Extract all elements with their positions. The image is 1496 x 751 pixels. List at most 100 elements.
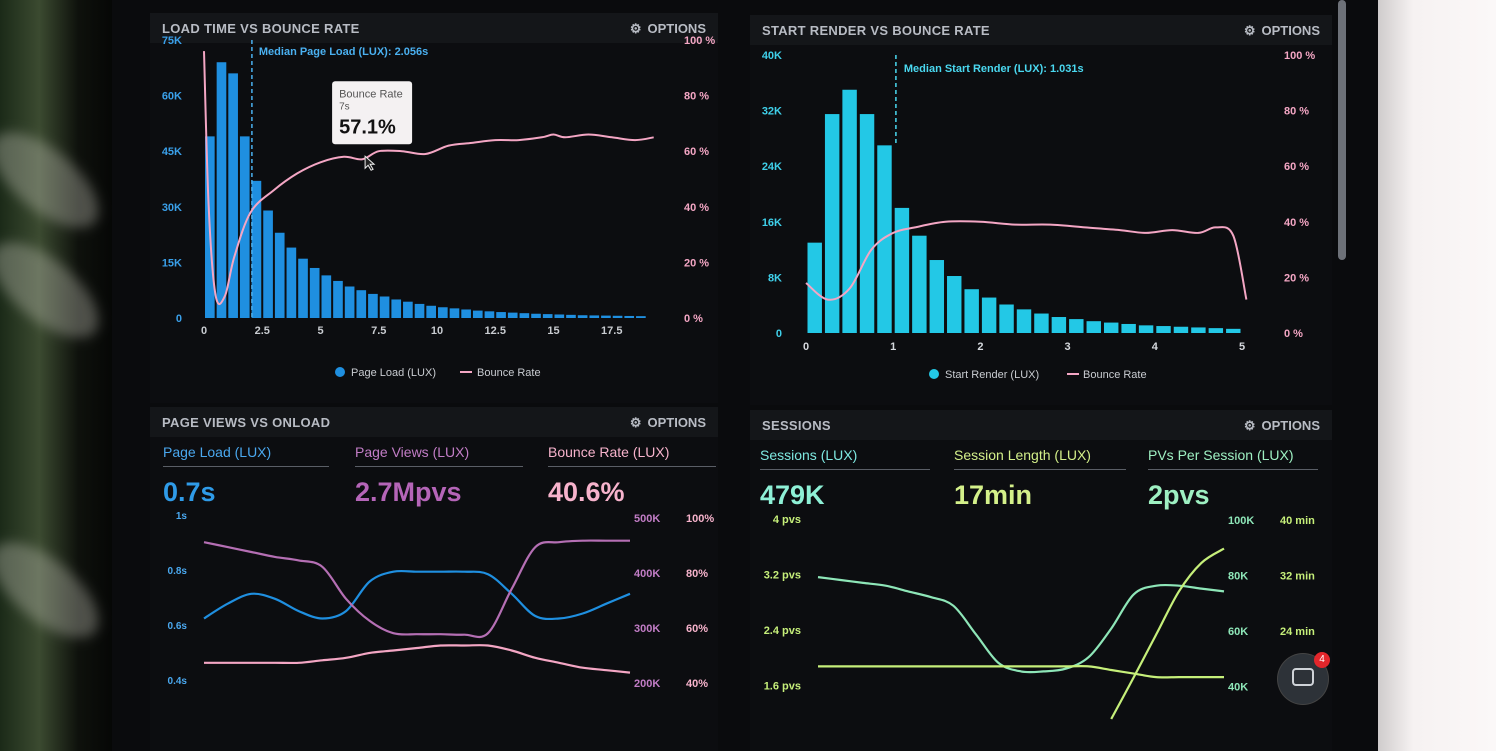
gear-icon: ⚙ — [1243, 23, 1256, 38]
metric-value: 17min — [954, 480, 1033, 510]
histogram-bar — [554, 314, 565, 318]
y-right-tick-label: 80K — [1228, 571, 1248, 583]
series-line — [203, 569, 631, 621]
metric-value: 40.6% — [548, 477, 625, 507]
histogram-bar — [321, 275, 332, 318]
metric-value: 2pvs — [1148, 480, 1210, 510]
histogram-bar — [1156, 326, 1171, 333]
y-left-tick-label: 2.4 pvs — [764, 625, 801, 637]
histogram-bar — [999, 304, 1014, 333]
y-right-tick-label: 500K — [634, 513, 660, 525]
histogram-bar — [964, 289, 979, 333]
histogram-bar — [286, 247, 297, 318]
histogram-bar — [298, 258, 308, 318]
histogram-bar — [947, 276, 962, 333]
chat-launcher-button[interactable]: 4 — [1278, 652, 1330, 704]
x-tick-label: 2 — [977, 341, 983, 353]
histogram-bar — [894, 207, 910, 333]
panel-title: SESSIONS — [762, 418, 831, 433]
metric-pvs-per-session[interactable]: PVs Per Session (LUX) 2pvs — [1148, 447, 1318, 511]
histogram-bar — [333, 280, 343, 318]
histogram-bar — [624, 315, 635, 318]
histogram-bar — [1086, 321, 1101, 333]
leaf-highlight — [0, 225, 115, 355]
histogram-bar — [612, 315, 623, 318]
x-tick-label: 15 — [547, 325, 559, 337]
bounce-rate-line — [805, 220, 1248, 301]
metric-bounce-rate[interactable]: Bounce Rate (LUX) 40.6% — [548, 444, 716, 508]
options-button[interactable]: ⚙ OPTIONS — [630, 21, 706, 36]
scrollbar-thumb[interactable] — [1338, 0, 1346, 260]
y-left-tick-label: 0.6s — [168, 621, 188, 632]
histogram-bar — [1051, 317, 1067, 333]
x-tick-label: 7.5 — [371, 325, 386, 337]
histogram-bar — [542, 314, 553, 318]
histogram-bar — [356, 290, 367, 318]
chat-icon — [1292, 668, 1314, 686]
panel-title: START RENDER VS BOUNCE RATE — [762, 23, 990, 38]
y-right-tick-label: 0 % — [684, 313, 703, 325]
y-right-tick-label: 100 % — [1284, 50, 1315, 62]
panel-header: LOAD TIME VS BOUNCE RATE ⚙ OPTIONS — [150, 13, 718, 43]
legend-dot — [335, 367, 345, 377]
y-right-tick-label: 32 min — [1280, 571, 1315, 583]
histogram-bar — [912, 235, 927, 333]
metric-sessions[interactable]: Sessions (LUX) 479K — [760, 447, 930, 511]
series-line — [1110, 547, 1225, 720]
histogram-bar — [1121, 323, 1136, 333]
gear-icon: ⚙ — [629, 21, 642, 36]
panel-header: SESSIONS ⚙ OPTIONS — [750, 410, 1332, 440]
metric-value: 0.7s — [163, 477, 216, 507]
metric-label: Bounce Rate (LUX) — [548, 444, 716, 467]
y-right-tick-label: 100% — [686, 513, 714, 525]
y-right-tick-label: 60% — [686, 623, 708, 635]
median-label: Median Start Render (LUX): 1.031s — [904, 63, 1084, 75]
y-right-tick-label: 200K — [634, 678, 660, 690]
legend-label: Page Load (LUX) — [351, 367, 436, 379]
histogram-bar — [216, 62, 227, 318]
histogram-bar — [1138, 325, 1154, 333]
histogram-bar — [379, 296, 390, 318]
y-right-tick-label: 80 % — [1284, 106, 1309, 118]
series-line — [204, 644, 631, 674]
histogram-bar — [368, 293, 378, 318]
y-right-tick-label: 60K — [1228, 626, 1248, 638]
histogram-bar — [438, 307, 448, 318]
histogram-bar — [274, 232, 285, 318]
options-button[interactable]: ⚙ OPTIONS — [1244, 418, 1320, 433]
histogram-bar — [449, 308, 460, 318]
notification-badge: 4 — [1314, 652, 1330, 668]
y-right-tick-label: 80 % — [684, 91, 709, 103]
histogram-bar — [1208, 328, 1224, 333]
metric-value: 2.7Mpvs — [355, 477, 462, 507]
histogram-bar — [981, 297, 997, 333]
background-wall — [1378, 0, 1496, 751]
leaf-highlight — [0, 115, 115, 245]
options-button[interactable]: ⚙ OPTIONS — [630, 415, 706, 430]
metric-page-load[interactable]: Page Load (LUX) 0.7s — [163, 444, 329, 508]
y-right-tick-label: 40 % — [684, 202, 709, 214]
x-tick-label: 4 — [1152, 341, 1159, 353]
histogram-bar — [1016, 309, 1032, 333]
histogram-bar — [263, 210, 273, 318]
y-left-tick-label: 16K — [762, 217, 782, 229]
histogram-bar — [426, 305, 436, 318]
histogram-bar — [1226, 328, 1241, 333]
histogram-bar — [228, 73, 238, 318]
options-button[interactable]: ⚙ OPTIONS — [1244, 23, 1320, 38]
histogram-bar — [929, 260, 945, 333]
y-right-tick-label: 300K — [634, 623, 660, 635]
panel-header: START RENDER VS BOUNCE RATE ⚙ OPTIONS — [750, 15, 1332, 45]
metric-label: Session Length (LUX) — [954, 447, 1126, 470]
histogram-bar — [1191, 327, 1206, 333]
metric-session-length[interactable]: Session Length (LUX) 17min — [954, 447, 1126, 511]
mouse-cursor-icon — [364, 155, 376, 171]
options-label: OPTIONS — [1261, 23, 1320, 38]
histogram-bar — [496, 312, 506, 318]
metric-page-views[interactable]: Page Views (LUX) 2.7Mpvs — [355, 444, 523, 508]
histogram-bar — [824, 114, 840, 333]
x-tick-label: 10 — [431, 325, 443, 337]
y-right-tick-label: 40% — [686, 678, 708, 690]
options-label: OPTIONS — [647, 415, 706, 430]
histogram-bar — [566, 314, 576, 318]
